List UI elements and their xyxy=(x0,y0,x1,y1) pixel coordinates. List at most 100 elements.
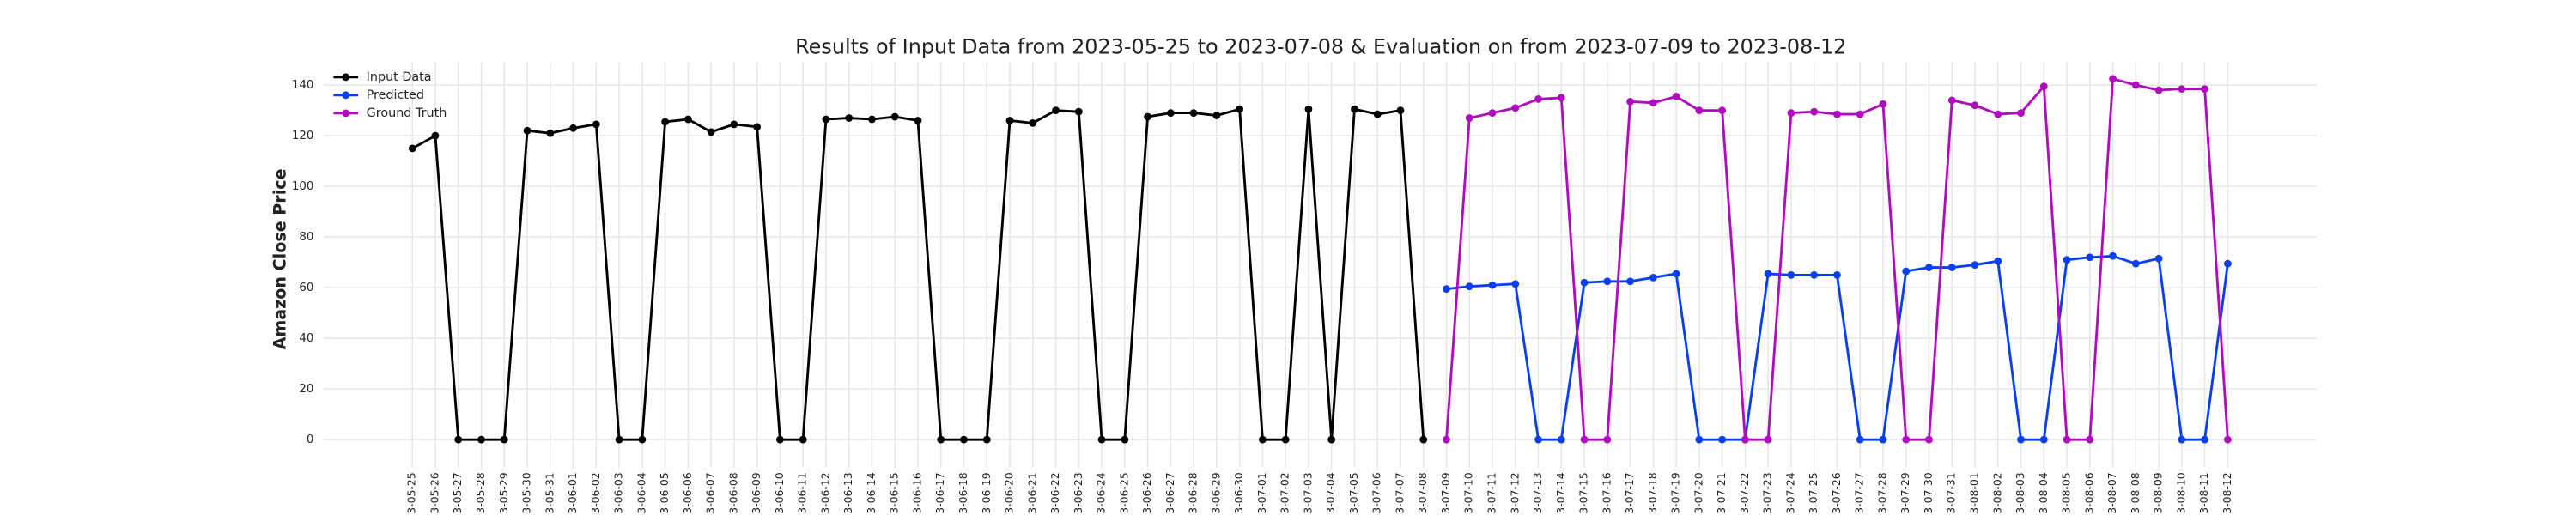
data-point xyxy=(431,131,440,140)
x-tick-label: 2023-07-06 xyxy=(1370,472,1383,515)
x-tick-label: 2023-05-30 xyxy=(520,472,533,515)
x-tick-label: 2023-06-08 xyxy=(726,472,739,515)
x-tick-label: 2023-06-30 xyxy=(1232,472,1245,515)
data-point xyxy=(1971,101,1979,110)
data-point xyxy=(2178,85,2186,93)
data-point xyxy=(776,435,784,444)
x-tick-label: 2023-07-09 xyxy=(1439,472,1452,515)
data-point xyxy=(822,115,830,124)
x-tick-label: 2023-06-01 xyxy=(566,472,579,515)
y-tick-label: 80 xyxy=(299,231,313,244)
data-point xyxy=(1741,435,1749,444)
data-point xyxy=(1580,435,1589,444)
legend-marker xyxy=(342,91,350,100)
x-tick-label: 2023-05-28 xyxy=(474,472,487,515)
data-point xyxy=(2223,259,2232,268)
legend-label: Input Data xyxy=(367,70,432,84)
data-point xyxy=(1488,281,1497,289)
data-point xyxy=(638,435,647,444)
y-tick-label: 60 xyxy=(299,282,313,294)
x-tick-label: 2023-06-26 xyxy=(1140,472,1153,515)
data-point xyxy=(2109,75,2117,83)
data-point xyxy=(1351,105,1358,113)
data-point xyxy=(1534,435,1542,444)
data-point xyxy=(707,128,715,136)
data-point xyxy=(868,115,876,124)
data-point xyxy=(1833,271,1841,279)
x-tick-label: 2023-07-20 xyxy=(1692,472,1704,515)
x-tick-label: 2023-07-12 xyxy=(1508,472,1521,515)
x-tick-label: 2023-07-21 xyxy=(1715,472,1728,515)
data-point xyxy=(2178,435,2186,444)
data-point xyxy=(1695,435,1704,444)
data-point xyxy=(500,435,508,444)
x-tick-label: 2023-08-07 xyxy=(2105,472,2118,515)
legend-marker xyxy=(342,73,350,82)
data-point xyxy=(523,126,532,135)
data-point xyxy=(1626,97,1634,106)
x-tick-label: 2023-07-10 xyxy=(1462,472,1475,515)
chart-title: Results of Input Data from 2023-05-25 to… xyxy=(795,34,1846,58)
y-tick-label: 100 xyxy=(292,180,314,193)
x-tick-label: 2023-06-14 xyxy=(865,472,878,515)
data-point xyxy=(1443,435,1450,444)
data-point xyxy=(1718,106,1727,115)
x-tick-label: 2023-07-25 xyxy=(1807,472,1820,515)
data-point xyxy=(546,129,555,137)
data-point xyxy=(753,123,762,131)
x-tick-label: 2023-07-16 xyxy=(1600,472,1613,515)
data-point xyxy=(2039,435,2048,444)
data-point xyxy=(2201,435,2209,444)
data-point xyxy=(2086,253,2094,262)
data-point xyxy=(2063,435,2071,444)
data-point xyxy=(1373,110,1382,118)
x-tick-label: 2023-07-24 xyxy=(1783,472,1796,515)
data-point xyxy=(1236,105,1244,113)
data-point xyxy=(1465,282,1473,291)
data-point xyxy=(1764,435,1772,444)
x-tick-label: 2023-08-08 xyxy=(2129,472,2142,515)
x-tick-label: 2023-07-18 xyxy=(1646,472,1659,515)
data-point xyxy=(1488,109,1497,118)
data-point xyxy=(845,114,854,122)
data-point xyxy=(2131,81,2140,89)
y-tick-label: 40 xyxy=(299,332,313,345)
data-point xyxy=(937,435,945,444)
data-point xyxy=(1603,435,1612,444)
data-point xyxy=(1856,435,1864,444)
x-tick-label: 2023-06-23 xyxy=(1072,472,1084,515)
x-tick-label: 2023-07-01 xyxy=(1255,472,1268,515)
x-tick-label: 2023-06-10 xyxy=(773,472,786,515)
x-tick-label: 2023-06-15 xyxy=(888,472,901,515)
x-tick-label: 2023-07-03 xyxy=(1301,472,1314,515)
data-point xyxy=(730,120,738,129)
data-point xyxy=(1511,280,1520,288)
data-point xyxy=(683,115,692,124)
data-point xyxy=(1994,110,2002,118)
data-point xyxy=(1672,270,1680,278)
x-tick-label: 2023-06-29 xyxy=(1209,472,1222,515)
x-tick-label: 2023-06-03 xyxy=(612,472,625,515)
data-point xyxy=(1580,278,1589,287)
x-tick-label: 2023-08-04 xyxy=(2037,472,2050,515)
data-point xyxy=(1511,104,1520,112)
data-point xyxy=(569,124,577,132)
data-point xyxy=(2154,254,2163,263)
data-point xyxy=(2131,259,2140,268)
data-point xyxy=(2017,109,2025,118)
x-tick-label: 2023-06-02 xyxy=(589,472,602,515)
data-point xyxy=(1626,277,1634,286)
x-tick-label: 2023-07-08 xyxy=(1416,472,1429,515)
data-point xyxy=(592,120,600,129)
data-point xyxy=(1695,106,1704,115)
data-point xyxy=(2086,435,2094,444)
data-point xyxy=(1718,435,1727,444)
data-point xyxy=(960,435,968,444)
x-tick-label: 2023-07-31 xyxy=(1945,472,1958,515)
data-point xyxy=(1074,107,1083,116)
x-tick-label: 2023-06-22 xyxy=(1048,472,1061,515)
data-point xyxy=(1005,117,1014,124)
x-tick-label: 2023-06-12 xyxy=(818,472,831,515)
data-point xyxy=(2017,435,2025,444)
x-tick-label: 2023-06-19 xyxy=(980,472,993,515)
